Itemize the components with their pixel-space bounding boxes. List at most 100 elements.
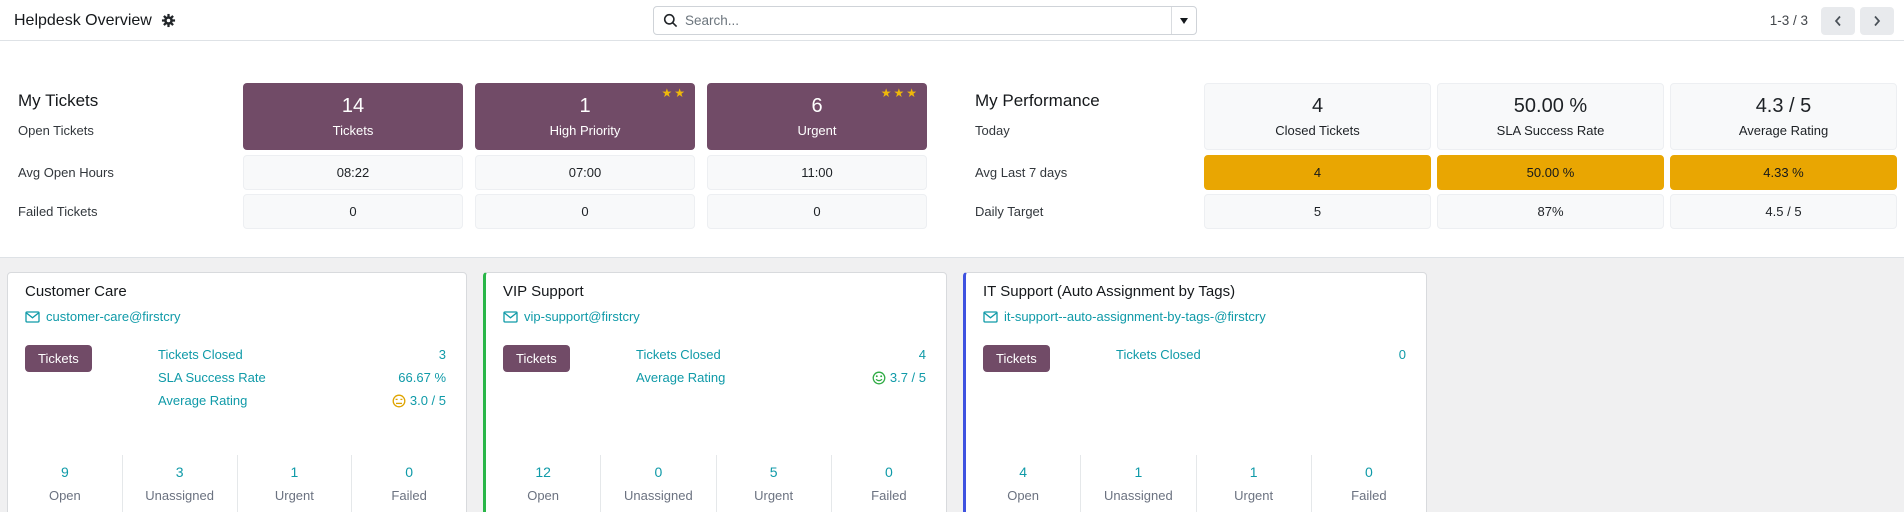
tickets-count-tile[interactable]: 14 Tickets: [243, 83, 463, 150]
counter-label: Open: [527, 488, 560, 503]
avg-open-hours-tickets[interactable]: 08:22: [243, 155, 463, 190]
search-bar: [653, 6, 1197, 35]
counter-failed[interactable]: 0 Failed: [351, 455, 466, 512]
tickets-button[interactable]: Tickets: [25, 345, 92, 372]
envelope-icon: [503, 310, 518, 323]
pager-range: 1-3 / 3: [1769, 13, 1808, 28]
team-counters: 9 Open 3 Unassigned 1 Urgent 0 Failed: [8, 455, 466, 512]
counter-value: 5: [769, 464, 778, 480]
failed-tickets-tickets[interactable]: 0: [243, 194, 463, 229]
chevron-down-icon: [1180, 17, 1188, 24]
counter-value: 0: [654, 464, 663, 480]
search-filters-toggle[interactable]: [1171, 7, 1196, 34]
failed-tickets-urgent[interactable]: 0: [707, 194, 927, 229]
pager-previous-button[interactable]: [1821, 6, 1855, 35]
chevron-right-icon: [1874, 15, 1881, 26]
avg-7-days-sla[interactable]: 50.00 %: [1437, 155, 1664, 190]
pager-next-button[interactable]: [1860, 6, 1894, 35]
stat-value: 4: [918, 347, 926, 362]
avg-open-hours-row-label: Avg Open Hours: [18, 165, 114, 180]
stat-label: Tickets Closed: [158, 347, 243, 362]
counter-label: Urgent: [754, 488, 794, 503]
counter-label: Failed: [391, 488, 427, 503]
team-stats: Tickets Closed 4 Average Rating: [636, 347, 926, 385]
team-counters: 12 Open 0 Unassigned 5 Urgent 0 Failed: [486, 455, 946, 512]
counter-unassigned[interactable]: 0 Unassigned: [600, 455, 715, 512]
avg-7-days-rating[interactable]: 4.33 %: [1670, 155, 1897, 190]
failed-tickets-row-label: Failed Tickets: [18, 204, 98, 219]
failed-tickets-high-priority[interactable]: 0: [475, 194, 695, 229]
search-input[interactable]: [678, 13, 1171, 28]
stat-sla-success-rate[interactable]: SLA Success Rate 66.67 %: [158, 370, 446, 385]
closed-tickets-tile[interactable]: 4 Closed Tickets: [1204, 83, 1431, 150]
my-performance-title: My Performance: [975, 91, 1100, 110]
counter-open[interactable]: 4 Open: [966, 455, 1080, 512]
stat-average-rating[interactable]: Average Rating 3.0 / 5: [158, 393, 446, 408]
counter-value: 1: [290, 464, 299, 480]
daily-target-rating[interactable]: 4.5 / 5: [1670, 194, 1897, 229]
team-card-vip-support: VIP Support vip-support@firstcry Tickets…: [483, 272, 947, 512]
daily-target-closed[interactable]: 5: [1204, 194, 1431, 229]
team-name[interactable]: VIP Support: [503, 283, 584, 300]
search-icon: [663, 13, 678, 28]
team-stats: Tickets Closed 3 SLA Success Rate 66.67 …: [158, 347, 446, 408]
counter-label: Urgent: [1234, 488, 1274, 503]
counter-unassigned[interactable]: 1 Unassigned: [1080, 455, 1195, 512]
settings-gear-icon[interactable]: [161, 13, 176, 28]
counter-label: Failed: [871, 488, 907, 503]
avg-open-hours-urgent[interactable]: 11:00: [707, 155, 927, 190]
urgent-tile[interactable]: ★★★ 6 Urgent: [707, 83, 927, 150]
stat-value: 66.67 %: [398, 370, 446, 385]
stat-average-rating[interactable]: Average Rating 3.7 / 5: [636, 370, 926, 385]
counter-value: 0: [405, 464, 414, 480]
team-email-link[interactable]: it-support--auto-assignment-by-tags-@fir…: [983, 309, 1266, 324]
counter-label: Urgent: [274, 488, 314, 503]
stat-tickets-closed[interactable]: Tickets Closed 3: [158, 347, 446, 362]
counter-label: Open: [1007, 488, 1040, 503]
avg-7-days-closed[interactable]: 4: [1204, 155, 1431, 190]
team-name[interactable]: IT Support (Auto Assignment by Tags): [983, 283, 1236, 300]
team-email-link[interactable]: customer-care@firstcry: [25, 309, 181, 324]
daily-target-sla[interactable]: 87%: [1437, 194, 1664, 229]
counter-unassigned[interactable]: 3 Unassigned: [121, 455, 237, 512]
smiling-face-icon: [872, 371, 886, 385]
stat-value: 3.0 / 5: [409, 393, 446, 408]
tickets-button[interactable]: Tickets: [983, 345, 1050, 372]
urgent-label: Urgent: [797, 123, 837, 138]
counter-urgent[interactable]: 1 Urgent: [236, 455, 352, 512]
counter-label: Unassigned: [1104, 488, 1173, 503]
avg-open-hours-high-priority[interactable]: 07:00: [475, 155, 695, 190]
sla-success-rate-tile[interactable]: 50.00 % SLA Success Rate: [1437, 83, 1664, 150]
envelope-icon: [983, 310, 998, 323]
counter-value: 1: [1134, 464, 1143, 480]
sla-success-rate-value: 50.00 %: [1513, 95, 1588, 117]
pager: 1-3 / 3: [1770, 0, 1894, 41]
page-title: Helpdesk Overview: [14, 11, 152, 29]
counter-failed[interactable]: 0 Failed: [1310, 455, 1426, 512]
counter-urgent[interactable]: 1 Urgent: [1195, 455, 1311, 512]
high-priority-tile[interactable]: ★★ 1 High Priority: [475, 83, 695, 150]
team-email-text: vip-support@firstcry: [524, 309, 640, 324]
counter-failed[interactable]: 0 Failed: [830, 455, 946, 512]
counter-value: 9: [60, 464, 69, 480]
counter-value: 12: [535, 464, 551, 480]
stats-panel: My Tickets Open Tickets Avg Open Hours F…: [0, 41, 1904, 258]
tickets-button[interactable]: Tickets: [503, 345, 570, 372]
team-email-link[interactable]: vip-support@firstcry: [503, 309, 640, 324]
daily-target-row-label: Daily Target: [975, 204, 1044, 219]
closed-tickets-value: 4: [1311, 95, 1324, 117]
counter-label: Unassigned: [145, 488, 214, 503]
envelope-icon: [25, 310, 40, 323]
average-rating-tile[interactable]: 4.3 / 5 Average Rating: [1670, 83, 1897, 150]
stat-label: SLA Success Rate: [158, 370, 266, 385]
chevron-left-icon: [1834, 15, 1841, 26]
counter-open[interactable]: 12 Open: [486, 455, 600, 512]
stat-tickets-closed[interactable]: Tickets Closed 0: [1116, 347, 1406, 362]
team-name[interactable]: Customer Care: [25, 283, 127, 300]
counter-open[interactable]: 9 Open: [8, 455, 122, 512]
stat-tickets-closed[interactable]: Tickets Closed 4: [636, 347, 926, 362]
counter-value: 1: [1249, 464, 1258, 480]
avg-last-7-days-row-label: Avg Last 7 days: [975, 165, 1068, 180]
counter-urgent[interactable]: 5 Urgent: [715, 455, 831, 512]
